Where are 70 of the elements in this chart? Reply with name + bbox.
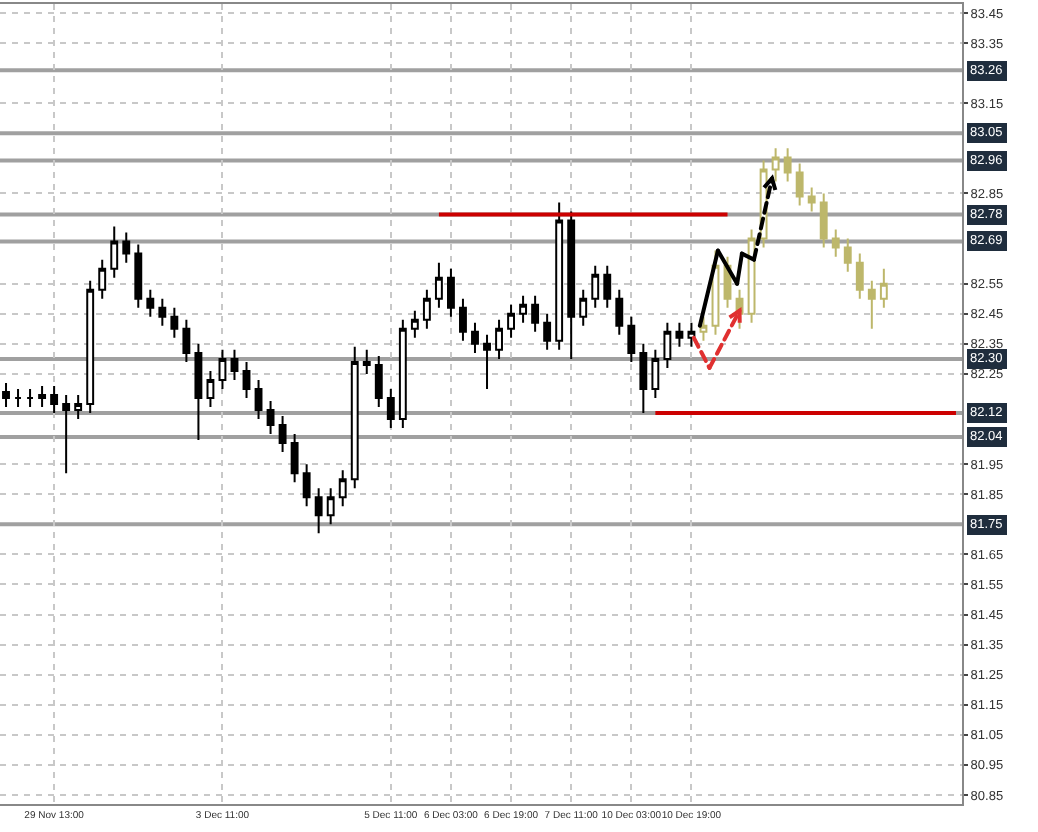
candlestick	[206, 369, 215, 408]
candlestick	[807, 186, 816, 213]
candlestick	[771, 147, 780, 183]
candlestick	[471, 321, 479, 354]
candlestick	[675, 321, 684, 348]
candlestick	[422, 288, 431, 330]
candlestick	[747, 228, 756, 324]
candlestick	[362, 348, 371, 375]
candlestick	[687, 321, 696, 348]
candlestick	[795, 162, 804, 207]
candlestick	[26, 387, 34, 408]
candlestick	[182, 318, 191, 363]
candlestick	[122, 231, 131, 264]
candlestick	[855, 252, 864, 300]
candlestick	[555, 201, 564, 351]
candlestick	[543, 312, 552, 351]
candlestick	[194, 342, 203, 442]
candlestick	[699, 315, 708, 342]
candlestick	[867, 279, 876, 330]
candlestick	[410, 309, 419, 339]
candlestick	[74, 393, 83, 421]
candlestick	[843, 237, 852, 273]
candlestick	[495, 318, 503, 360]
candlestick	[434, 261, 443, 309]
candlestick	[483, 333, 491, 390]
candlestick	[218, 348, 227, 390]
candlestick	[242, 360, 251, 399]
candlestick	[819, 192, 828, 249]
candlestick	[254, 378, 263, 421]
candlestick	[50, 384, 59, 415]
candlestick	[314, 487, 323, 535]
candlestick	[326, 487, 335, 526]
candlestick	[519, 294, 528, 324]
candlestick	[146, 288, 155, 318]
candlestick	[591, 264, 600, 309]
candlestick	[386, 387, 395, 430]
candlestick	[651, 348, 660, 399]
candlestick	[170, 306, 179, 339]
candlestick	[567, 210, 576, 360]
candlestick	[278, 415, 287, 454]
candlestick	[62, 393, 71, 475]
candlestick	[230, 348, 239, 381]
candlestick	[338, 469, 347, 508]
candlestick	[38, 384, 47, 408]
candlestick	[398, 318, 407, 430]
candlestick	[831, 228, 840, 258]
candlestick	[579, 288, 588, 327]
candlestick	[14, 387, 22, 408]
candlestick	[639, 342, 648, 415]
candlestick	[266, 400, 275, 436]
candlestick	[290, 433, 299, 484]
candlestick	[507, 303, 515, 339]
candlestick	[615, 288, 624, 336]
candlestick	[86, 279, 95, 415]
candlestick	[531, 294, 540, 333]
candlestick	[2, 381, 10, 408]
candlestick	[134, 243, 143, 309]
candlestick	[98, 258, 107, 300]
candlestick	[783, 147, 792, 183]
candlestick	[374, 354, 383, 408]
candlestick	[627, 315, 636, 363]
candlestick	[879, 267, 888, 309]
candlestick	[302, 463, 311, 508]
candlestick	[158, 297, 167, 327]
candlestick	[447, 267, 455, 318]
candlestick	[350, 345, 359, 490]
candlestick	[663, 321, 672, 369]
candlestick	[603, 264, 612, 309]
candlestick	[459, 297, 467, 342]
candlestick	[110, 225, 119, 279]
